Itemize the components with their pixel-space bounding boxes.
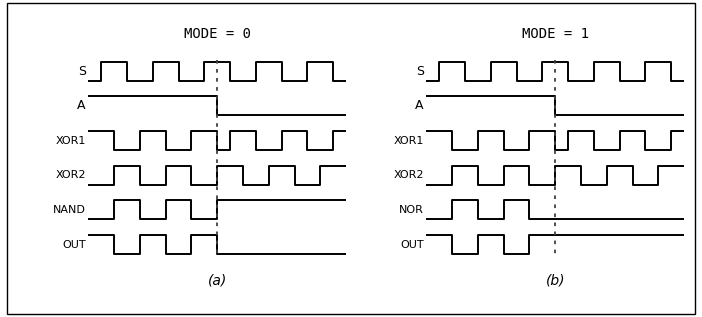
Text: MODE = 0: MODE = 0 [184,27,251,41]
Text: OUT: OUT [62,240,86,249]
Text: A: A [77,100,86,113]
Text: A: A [416,100,424,113]
Text: MODE = 1: MODE = 1 [522,27,589,41]
Text: S: S [416,65,424,78]
Text: (b): (b) [545,273,565,287]
Text: NAND: NAND [53,205,86,215]
Text: XOR2: XOR2 [393,170,424,180]
Text: S: S [78,65,86,78]
Text: NOR: NOR [399,205,424,215]
Text: XOR1: XOR1 [393,136,424,146]
Text: XOR1: XOR1 [55,136,86,146]
Text: (a): (a) [208,273,227,287]
Text: XOR2: XOR2 [55,170,86,180]
Text: OUT: OUT [400,240,424,249]
